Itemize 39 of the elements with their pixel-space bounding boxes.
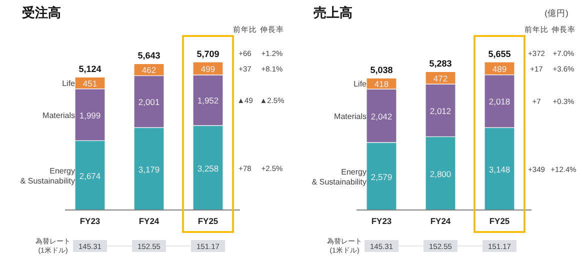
data-label: 451 bbox=[82, 78, 98, 89]
x-tick-label: FY25 bbox=[198, 216, 218, 226]
x-tick-label: FY24 bbox=[138, 216, 160, 226]
total-label: 5,038 bbox=[370, 65, 393, 76]
series-label: Energy & Sustainability bbox=[312, 167, 366, 186]
text: (億円) bbox=[544, 8, 568, 18]
chart-title: 受注高 bbox=[21, 5, 61, 20]
total-label: 5,124 bbox=[78, 64, 102, 74]
data-label: 3,179 bbox=[138, 164, 160, 174]
series-label: Materials bbox=[42, 110, 75, 120]
x-tick-label: FY25 bbox=[489, 216, 510, 226]
series-label: Life bbox=[62, 79, 76, 88]
x-tick-label: FY23 bbox=[80, 216, 100, 226]
data-label: 462 bbox=[142, 65, 156, 76]
x-tick-label: FY23 bbox=[371, 216, 392, 226]
data-label: 2,018 bbox=[488, 96, 510, 107]
data-label: 472 bbox=[433, 73, 448, 84]
chart-title: 売上高 bbox=[314, 5, 352, 20]
total-label: 5,283 bbox=[429, 58, 452, 69]
total-label: 5,655 bbox=[488, 49, 511, 59]
data-label: 2,042 bbox=[370, 111, 392, 122]
total-label: 5,643 bbox=[138, 50, 160, 61]
data-label: 2,674 bbox=[79, 170, 101, 181]
data-label: 2,012 bbox=[430, 106, 452, 116]
data-label: 1,952 bbox=[197, 96, 219, 106]
data-label: 489 bbox=[492, 64, 507, 74]
data-label: 499 bbox=[200, 64, 216, 74]
series-label: Materials bbox=[334, 112, 366, 121]
data-label: 3,148 bbox=[488, 164, 510, 174]
series-label: Life bbox=[354, 80, 368, 89]
data-label: 1,999 bbox=[79, 110, 101, 120]
data-label: 2,579 bbox=[370, 172, 392, 182]
total-label: 5,709 bbox=[196, 49, 220, 59]
data-label: 3,258 bbox=[197, 163, 219, 174]
series-label: Energy & Sustainability bbox=[20, 166, 75, 186]
data-label: 2,800 bbox=[430, 168, 452, 179]
data-label: 2,001 bbox=[138, 97, 160, 108]
x-tick-label: FY24 bbox=[430, 216, 451, 226]
data-label: 418 bbox=[374, 79, 389, 90]
